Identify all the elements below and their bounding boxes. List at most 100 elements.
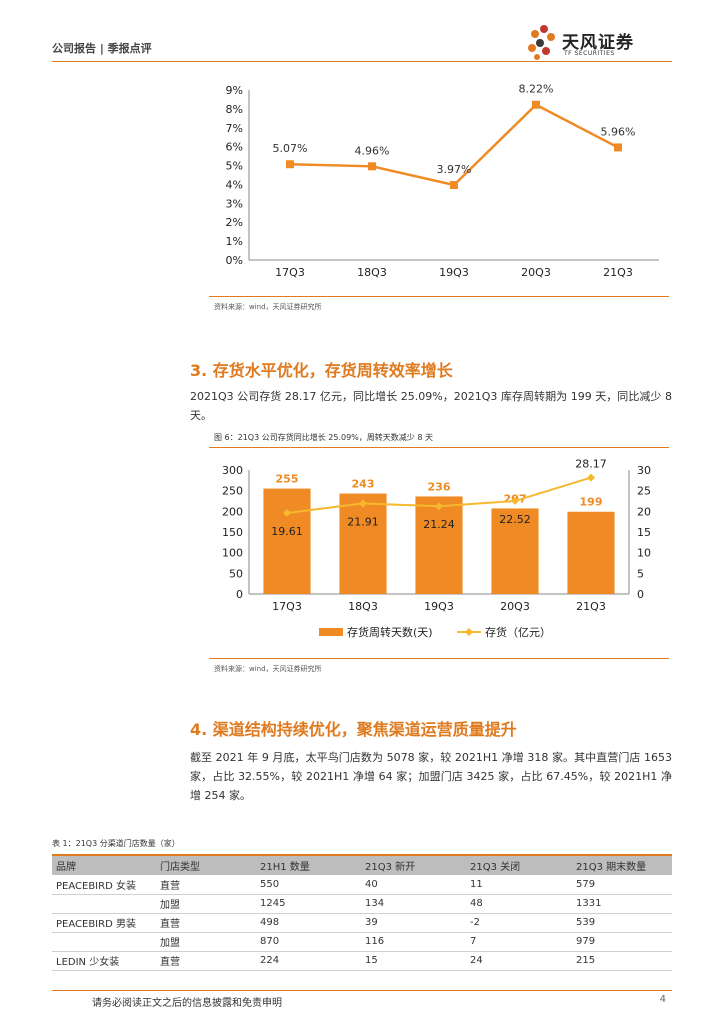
y-tick-label: 3% (226, 197, 243, 210)
header-divider (52, 61, 672, 62)
table-cell: 215 (572, 951, 672, 971)
chart-growth-rate: 0% 1% 2% 3% 4% 5% 6% 7% 8% 9% 17Q3 18Q3 19Q3 20Q3 21Q3… (209, 70, 669, 285)
table-cell: 直营 (156, 913, 256, 933)
data-point (532, 100, 540, 109)
table-cell: -2 (466, 913, 572, 933)
table-header-cell: 品牌 (52, 854, 156, 875)
y-left-tick-label: 250 (222, 485, 243, 498)
table-cell: 224 (256, 951, 361, 971)
table-cell: 134 (361, 894, 466, 914)
line-point (283, 508, 291, 517)
section-3-title: 3. 存货水平优化，存货周转效率增长 (190, 361, 453, 380)
section-4-title: 4. 渠道结构持续优化，聚焦渠道运营质量提升 (190, 720, 517, 739)
x-tick-label: 18Q3 (348, 600, 378, 613)
table-cell: 直营 (156, 951, 256, 971)
bar (567, 511, 615, 594)
legend-bar-swatch (319, 628, 343, 636)
y-right-tick-label: 15 (637, 526, 651, 539)
y-left-tick-label: 50 (229, 567, 243, 580)
line-point (435, 502, 443, 511)
table-cell: LEDIN 少女装 (52, 951, 156, 971)
y-right-tick-label: 5 (637, 567, 644, 580)
disclaimer-text: 请务必阅读正文之后的信息披露和免责申明 (92, 998, 282, 1009)
x-tick-label: 21Q3 (576, 600, 606, 613)
line-data-label: 19.61 (271, 525, 303, 538)
data-point (450, 181, 458, 190)
line-point (359, 499, 367, 508)
table-row: PEACEBIRD 男装 直营 498 39 -2 539 (52, 913, 672, 933)
x-tick-label: 20Q3 (521, 266, 551, 279)
y-right-tick-label: 25 (637, 485, 651, 498)
data-point (614, 143, 622, 152)
table-row: LEDIN 少女装 直营 224 15 24 215 (52, 951, 672, 971)
chart-inventory: 0 50 100 150 200 250 300 0 5 10 15 20 25 30 17Q3 18Q3 19… (209, 448, 669, 653)
figure-6-title: 图 6：21Q3 公司存货同比增长 25.09%，周转天数减少 8 天 (214, 433, 433, 442)
y-tick-label: 2% (226, 216, 243, 229)
bar (415, 496, 463, 594)
y-tick-label: 6% (226, 141, 243, 154)
tf-securities-logo: 天风证券 TF SECURITIES (522, 22, 672, 62)
bar-data-label: 236 (428, 480, 451, 493)
y-right-tick-label: 0 (637, 588, 644, 601)
y-right-tick-label: 20 (637, 505, 651, 518)
store-count-table: 品牌 门店类型 21H1 数量 21Q3 新开 21Q3 关闭 21Q3 期末数… (52, 854, 672, 971)
line-point (587, 473, 595, 482)
section-4-paragraph: 截至 2021 年 9 月底，太平鸟门店数为 5078 家，较 2021H1 净… (190, 751, 672, 802)
footer-divider (52, 990, 672, 991)
table-cell: 1331 (572, 894, 672, 914)
y-right-tick-label: 10 (637, 547, 651, 560)
x-tick-label: 17Q3 (272, 600, 302, 613)
y-left-tick-label: 100 (222, 547, 243, 560)
x-tick-label: 21Q3 (603, 266, 633, 279)
line-data-label: 21.24 (423, 518, 455, 531)
table-1-title: 表 1：21Q3 分渠道门店数量（家） (52, 839, 180, 848)
source-divider-2 (209, 658, 669, 659)
table-cell: 1245 (256, 894, 361, 914)
table-cell: PEACEBIRD 男装 (52, 913, 156, 933)
y-left-tick-label: 0 (236, 588, 243, 601)
page-number: 4 (659, 994, 666, 1005)
y-tick-label: 4% (226, 178, 243, 191)
table-cell: 24 (466, 951, 572, 971)
table-cell: 870 (256, 932, 361, 952)
table-header-cell: 21Q3 期末数量 (572, 854, 672, 875)
data-label: 5.07% (273, 142, 308, 155)
legend-line-label: 存货（亿元） (485, 625, 551, 639)
table-row: 加盟 870 116 7 979 (52, 932, 672, 952)
table-cell: 11 (466, 875, 572, 895)
table-cell: 直营 (156, 875, 256, 895)
logo-flower-icon (528, 25, 555, 60)
data-label: 3.97% (437, 163, 472, 176)
table-cell (52, 932, 156, 952)
line-data-label: 22.52 (499, 513, 531, 526)
y-tick-label: 1% (226, 235, 243, 248)
chart1-svg: 0% 1% 2% 3% 4% 5% 6% 7% 8% 9% 17Q3 18Q3 19Q3 20Q3 21Q3… (226, 83, 659, 279)
table-cell: 加盟 (156, 932, 256, 952)
data-point (368, 162, 376, 171)
x-tick-label: 19Q3 (439, 266, 469, 279)
table-cell: 579 (572, 875, 672, 895)
bar (491, 508, 539, 594)
y-tick-label: 5% (226, 160, 243, 173)
line-data-label: 28.17 (575, 458, 607, 471)
table-cell: 48 (466, 894, 572, 914)
data-label: 8.22% (519, 83, 554, 96)
figure-6-top-divider (209, 447, 669, 448)
table-cell: 39 (361, 913, 466, 933)
source-divider-1 (209, 296, 669, 297)
logo-english: TF SECURITIES (564, 50, 615, 57)
y-left-tick-label: 300 (222, 464, 243, 477)
table-cell: 539 (572, 913, 672, 933)
x-tick-label: 18Q3 (357, 266, 387, 279)
y-left-tick-label: 200 (222, 505, 243, 518)
y-left-tick-label: 150 (222, 526, 243, 539)
table-cell: 7 (466, 932, 572, 952)
line-data-label: 21.91 (347, 515, 379, 528)
chart1-source: 资料来源：wind，天风证券研究所 (214, 303, 322, 311)
table-cell: 加盟 (156, 894, 256, 914)
table-header-cell: 21H1 数量 (256, 854, 361, 875)
table-header-cell: 21Q3 新开 (361, 854, 466, 875)
bar (339, 493, 387, 594)
y-right-tick-label: 30 (637, 464, 651, 477)
table-header-cell: 21Q3 关闭 (466, 854, 572, 875)
